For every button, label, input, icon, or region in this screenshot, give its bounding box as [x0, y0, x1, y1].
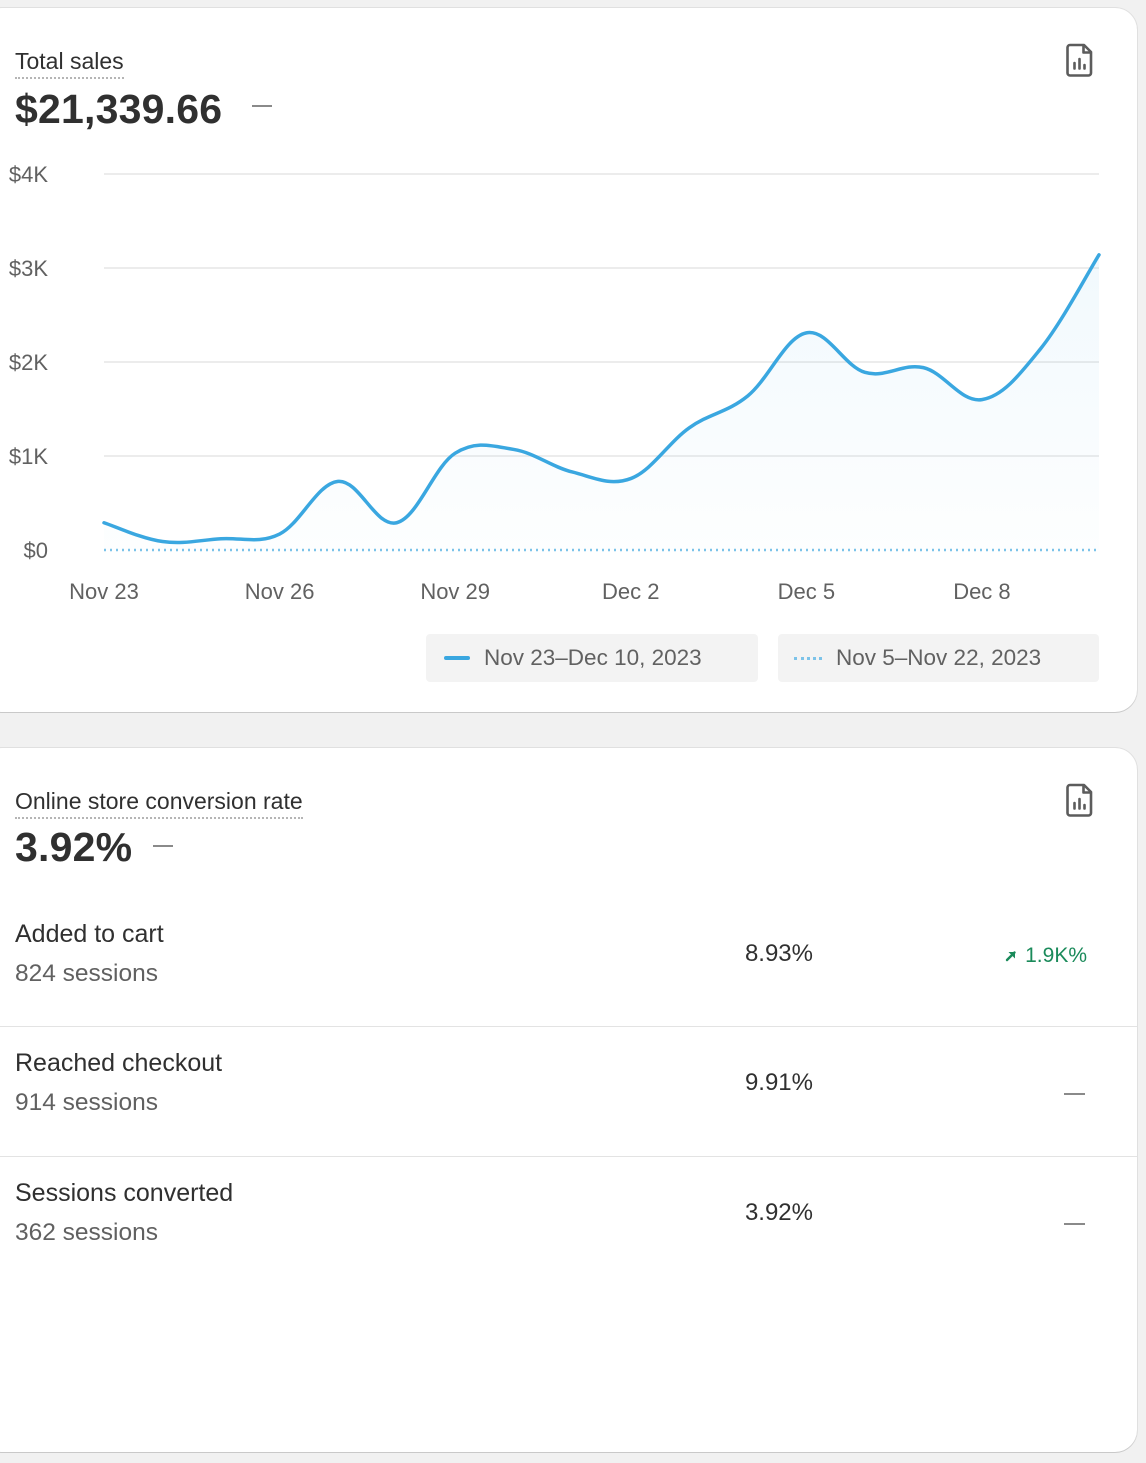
dash-icon	[1064, 1093, 1085, 1095]
y-tick-label: $1K	[9, 444, 48, 469]
data-point-current[interactable]	[976, 394, 988, 406]
data-point-previous[interactable]	[449, 544, 461, 556]
series-area-current	[104, 254, 1099, 550]
data-point-previous[interactable]	[800, 544, 812, 556]
data-point-previous[interactable]	[742, 544, 754, 556]
data-point-current[interactable]	[859, 366, 871, 378]
row-sessions: 824 sessions	[15, 960, 159, 987]
data-point-previous[interactable]	[566, 544, 578, 556]
x-tick-label: Nov 26	[245, 579, 315, 604]
conversion-rate-card: Online store conversion rate 3.92% Added…	[0, 748, 1137, 1452]
dash-icon	[252, 105, 272, 107]
row-rate: 3.92%	[744, 1199, 813, 1226]
data-point-current[interactable]	[742, 390, 754, 402]
data-point-previous[interactable]	[976, 544, 988, 556]
data-point-current[interactable]	[215, 533, 227, 545]
row-label: Added to cart	[15, 920, 164, 948]
row-label: Sessions converted	[15, 1179, 234, 1207]
data-point-current[interactable]	[683, 422, 695, 434]
conversion-row-sessions-converted: Sessions converted 362 sessions 3.92%	[0, 1156, 1137, 1286]
conversion-rate-value: 3.92%	[15, 824, 133, 870]
row-label: Reached checkout	[15, 1049, 223, 1077]
total-sales-chart: $0 $1K $2K $3K $4K Nov 23 Nov 26 Nov 29 Dec 2 De…	[9, 162, 1105, 604]
y-tick-label: $0	[24, 538, 48, 563]
data-point-current[interactable]	[917, 362, 929, 374]
data-point-current[interactable]	[625, 473, 637, 485]
legend-label-current: Nov 23–Dec 10, 2023	[484, 645, 702, 670]
report-file-icon[interactable]	[1065, 43, 1095, 77]
data-point-current[interactable]	[332, 475, 344, 487]
data-point-previous[interactable]	[1034, 544, 1046, 556]
solid-line-swatch-icon	[444, 656, 470, 660]
data-point-current[interactable]	[800, 327, 812, 339]
total-sales-value: $21,339.66	[15, 86, 223, 132]
legend-item-current[interactable]: Nov 23–Dec 10, 2023	[426, 634, 758, 682]
data-point-current[interactable]	[449, 447, 461, 459]
row-sessions: 362 sessions	[15, 1219, 159, 1246]
y-tick-label: $3K	[9, 256, 48, 281]
data-point-previous[interactable]	[332, 544, 344, 556]
arrow-up-right-icon	[1005, 951, 1016, 962]
total-sales-title[interactable]: Total sales	[15, 48, 124, 79]
conversion-row-reached-checkout: Reached checkout 914 sessions 9.91%	[0, 1026, 1137, 1156]
data-point-previous[interactable]	[917, 544, 929, 556]
data-point-current[interactable]	[274, 528, 286, 540]
data-point-previous[interactable]	[859, 544, 871, 556]
x-tick-label: Nov 29	[420, 579, 490, 604]
data-point-current[interactable]	[1093, 249, 1105, 261]
row-sessions: 914 sessions	[15, 1089, 159, 1116]
data-point-previous[interactable]	[508, 544, 520, 556]
data-point-current[interactable]	[391, 517, 403, 529]
data-point-previous[interactable]	[625, 544, 637, 556]
change-badge: 1.9K%	[1004, 943, 1087, 969]
conversion-rate-title[interactable]: Online store conversion rate	[15, 788, 303, 819]
dash-icon	[153, 845, 173, 847]
y-tick-label: $4K	[9, 162, 48, 187]
change-value: 1.9K%	[1025, 944, 1087, 967]
data-point-previous[interactable]	[98, 544, 110, 556]
data-point-previous[interactable]	[683, 544, 695, 556]
data-point-current[interactable]	[98, 517, 110, 529]
report-file-icon[interactable]	[1065, 783, 1095, 817]
y-tick-label: $2K	[9, 350, 48, 375]
total-sales-card: Total sales $21,339.66 $0 $1K $2K $3K $4K No…	[0, 8, 1137, 712]
data-point-current[interactable]	[566, 466, 578, 478]
row-rate: 9.91%	[744, 1069, 813, 1096]
row-rate: 8.93%	[744, 940, 813, 967]
data-point-current[interactable]	[508, 443, 520, 455]
dash-icon	[1064, 1223, 1085, 1225]
data-point-previous[interactable]	[391, 544, 403, 556]
dotted-line-swatch-icon	[794, 656, 822, 660]
data-point-current[interactable]	[1034, 343, 1046, 355]
data-point-previous[interactable]	[215, 544, 227, 556]
legend-label-previous: Nov 5–Nov 22, 2023	[836, 645, 1042, 670]
x-tick-label: Nov 23	[69, 579, 139, 604]
data-point-previous[interactable]	[274, 544, 286, 556]
x-tick-label: Dec 5	[778, 579, 835, 604]
series-line-current	[102, 253, 1101, 545]
x-tick-label: Dec 2	[602, 579, 659, 604]
data-point-previous[interactable]	[1093, 544, 1105, 556]
x-tick-label: Dec 8	[953, 579, 1010, 604]
conversion-row-added-to-cart: Added to cart 824 sessions 8.93% 1.9K%	[0, 898, 1137, 1028]
data-point-previous[interactable]	[157, 544, 169, 556]
legend-item-previous[interactable]: Nov 5–Nov 22, 2023	[778, 634, 1099, 682]
